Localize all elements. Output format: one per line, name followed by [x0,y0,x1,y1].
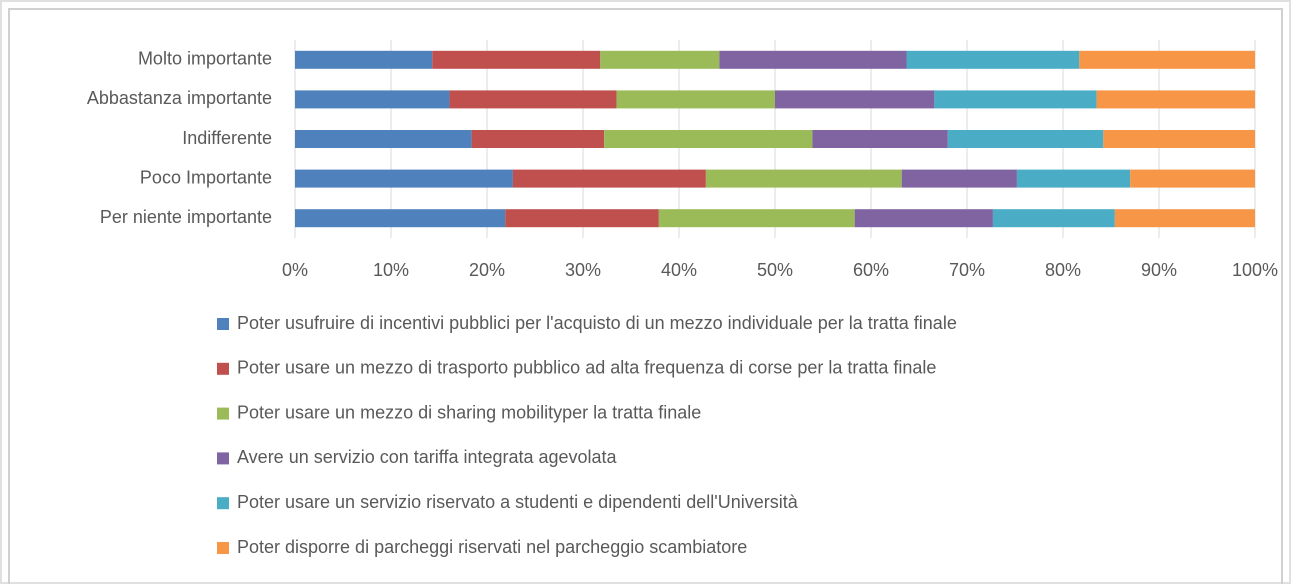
x-tick-label: 90% [1141,260,1177,280]
bar-segment [604,130,813,148]
x-tick-label: 100% [1232,260,1278,280]
legend-swatch [217,318,229,330]
x-tick-label: 10% [373,260,409,280]
legend-label: Avere un servizio con tariffa integrata … [237,447,618,467]
bar-segment [705,169,902,188]
bar-segment [432,50,601,69]
x-tick-label: 30% [565,260,601,280]
x-tick-label: 80% [1045,260,1081,280]
bar-segment [775,90,935,109]
bar-segment [505,209,659,228]
bar-segment [295,130,472,148]
legend-label: Poter disporre di parcheggi riservati ne… [237,537,747,557]
x-tick-label: 50% [757,260,793,280]
y-tick-label: Per niente importante [100,207,272,227]
bar-segment [1079,50,1255,69]
legend-swatch [217,362,229,375]
legend-label: Poter usufruire di incentivi pubblici pe… [237,313,957,333]
bar-segment [600,50,720,69]
x-tick-label: 40% [661,260,697,280]
bar-segment [812,130,948,148]
legend-label: Poter usare un servizio riservato a stud… [237,492,799,512]
bar-segment [1096,90,1255,109]
bar-segment [616,90,775,109]
bar-segment [295,209,506,228]
bar-segment [295,50,433,69]
legend-swatch [217,452,229,465]
x-tick-label: 60% [853,260,889,280]
bar-segment [947,130,1104,148]
legend-swatch [217,542,229,554]
legend-label: Poter usare un mezzo di sharing mobility… [237,402,701,422]
y-tick-label: Abbastanza importante [87,88,272,108]
bar-segment [719,50,907,69]
bar-segment [934,90,1097,109]
x-tick-label: 20% [469,260,505,280]
bar-segment [992,209,1115,228]
bar-segment [906,50,1080,69]
x-tick-label: 70% [949,260,985,280]
bar-segment [1114,209,1255,228]
y-tick-label: Molto importante [138,49,272,69]
bar-segment [295,169,513,188]
bar-segment [901,169,1017,188]
bar-segment [1130,169,1255,188]
bar-segment [295,90,450,109]
chart-frame [8,8,1283,584]
bar-segment [1103,130,1255,148]
legend-label: Poter usare un mezzo di trasporto pubbli… [237,358,936,378]
y-tick-label: Poco Importante [140,167,272,187]
y-tick-label: Indifferente [182,128,272,148]
x-tick-label: 0% [282,260,308,280]
bar-segment [449,90,617,109]
bar-segment [658,209,855,228]
bar-segment [854,209,993,228]
bar-segment [512,169,706,188]
bar-segment [471,130,605,148]
legend-swatch [217,497,229,510]
bar-segment [1016,169,1131,188]
legend-swatch [217,407,229,420]
